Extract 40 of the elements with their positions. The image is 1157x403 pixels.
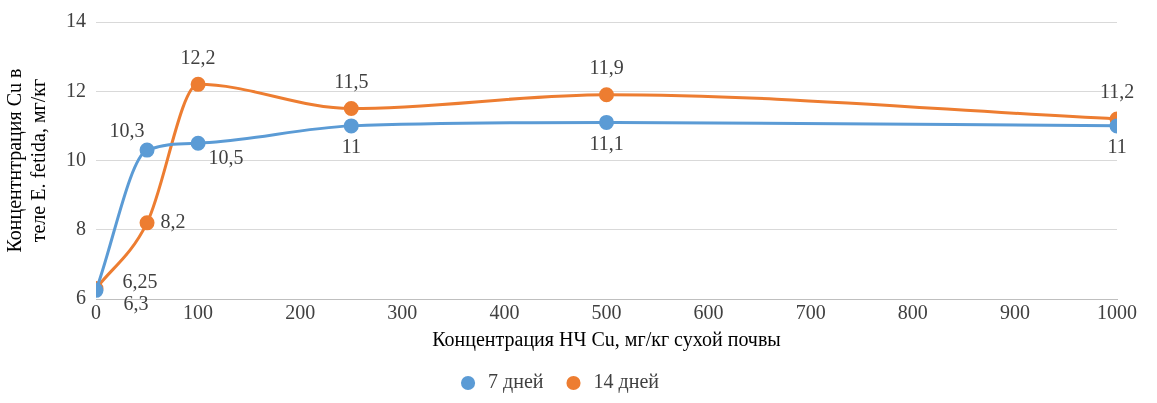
x-tick-label: 600 [693,301,724,324]
y-tick-label: 10 [66,147,86,170]
x-tick-label: 100 [183,301,214,324]
x-axis-title: Концентрация НЧ Cu, мг/кг сухой почвы [432,328,781,352]
y-tick-label: 6 [76,286,86,309]
point [599,114,614,130]
x-tick-label: 700 [795,301,826,324]
legend-label: 14 дней [593,370,660,394]
point [139,215,155,231]
legend-label: 7 дней [488,370,544,394]
data-label: 6,25 [122,269,158,292]
x-tick-label: 300 [387,301,418,324]
data-label: 10,5 [208,146,244,169]
point [343,101,359,117]
data-label: 11 [341,135,361,158]
x-tick-label: 1000 [1097,301,1137,324]
data-label: 11,5 [334,69,369,92]
y-axis-title: Концентнтрация Cu в теле E. fetida, мг/кг [3,68,50,253]
y-tick-label: 14 [66,9,86,32]
y-tick-label: 8 [76,217,86,239]
data-label: 6,3 [123,291,149,314]
data-label: 11,1 [589,131,624,154]
point [343,118,359,134]
point [139,142,155,158]
x-tick-label: 800 [897,301,928,324]
data-label: 12,2 [180,45,216,68]
x-tick-label: 900 [999,301,1030,324]
data-label: 10,3 [109,119,145,142]
data-label: 11,9 [589,55,624,78]
y-tick-label: 12 [66,78,86,101]
x-tick-label: 500 [591,301,622,324]
data-label: 11 [1107,135,1127,158]
data-label: 8,2 [160,210,186,233]
data-label: 11,2 [1099,80,1135,103]
x-tick-label: 200 [285,301,316,324]
x-tick-label: 400 [489,301,520,324]
point [599,87,614,103]
point [190,76,206,92]
point [190,135,206,151]
x-tick-label: 0 [91,301,101,324]
